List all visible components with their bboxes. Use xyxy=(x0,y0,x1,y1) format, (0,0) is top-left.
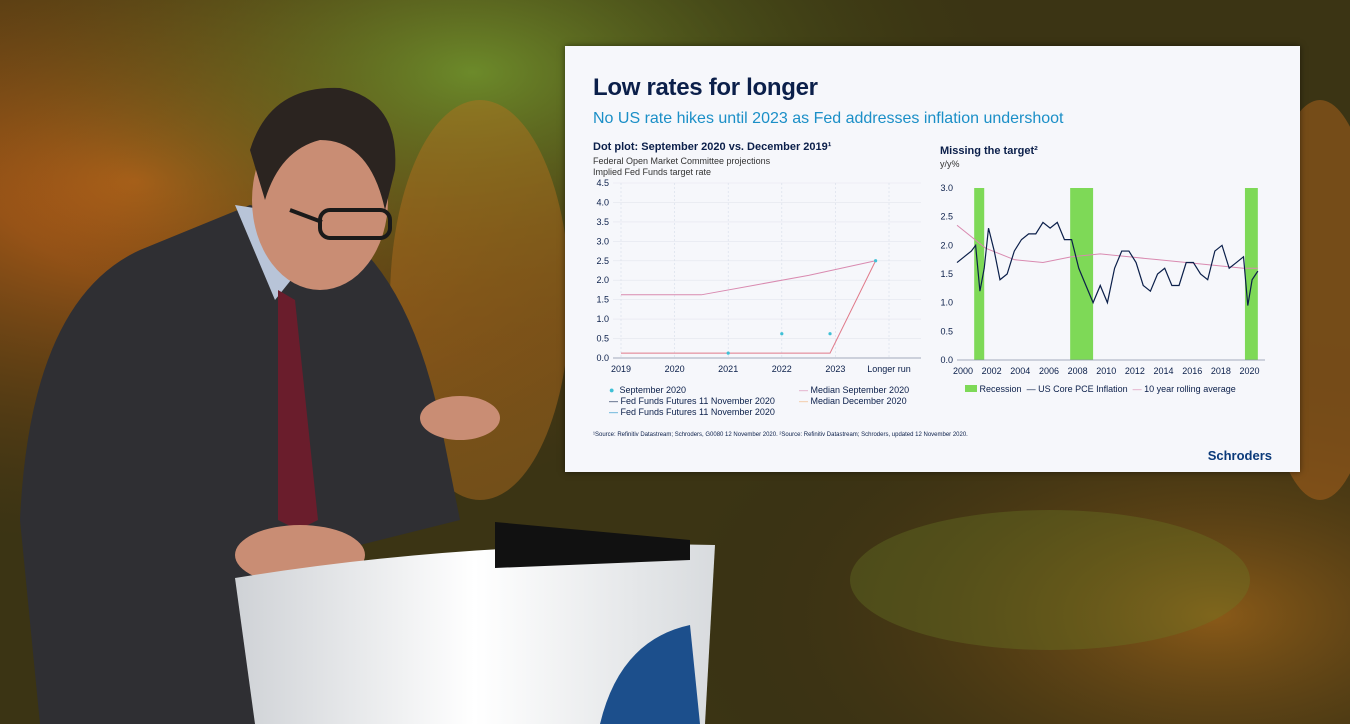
podium xyxy=(235,522,715,724)
legend-fed-funds-futures-1: Fed Funds Futures 11 November 2020 xyxy=(620,396,775,406)
slide-source-note: ¹Source: Refinitiv Datastream; Schroders… xyxy=(593,432,968,438)
dot-plot-x-tick: Longer run xyxy=(867,364,911,374)
dot-plot-title: Dot plot: September 2020 vs. December 20… xyxy=(593,141,832,153)
pce-chart-title: Missing the target² xyxy=(940,145,1038,157)
core-pce-line xyxy=(956,221,1259,306)
dot-plot-note-1: Federal Open Market Committee projection… xyxy=(593,156,771,166)
pce-x-tick: 2004 xyxy=(1010,366,1030,376)
dot-plot-y-tick: 0.5 xyxy=(596,334,609,344)
dot-plot-x-tick: 2022 xyxy=(772,364,792,374)
dot-plot-y-tick: 2.5 xyxy=(596,256,609,266)
dot-plot-y-tick: 1.5 xyxy=(596,295,609,305)
presentation-slide: Low rates for longer No US rate hikes un… xyxy=(565,46,1300,472)
legend-recession: Recession xyxy=(979,384,1022,394)
pce-x-tick: 2018 xyxy=(1211,366,1231,376)
dot-plot-note-2: Implied Fed Funds target rate xyxy=(593,167,712,177)
dot-plot-y-tick: 3.5 xyxy=(596,217,609,227)
dot-plot-x-tick: 2020 xyxy=(665,364,685,374)
slide-subtitle: No US rate hikes until 2023 as Fed addre… xyxy=(593,110,1064,127)
pce-y-tick: 0.5 xyxy=(940,326,953,336)
september-2020-dot xyxy=(780,332,784,336)
dot-plot-y-tick: 4.0 xyxy=(596,197,609,207)
dot-plot-legend-left: ● September 2020 — Fed Funds Futures 11 … xyxy=(609,385,775,417)
dot-plot-y-tick: 2.0 xyxy=(596,275,609,285)
pce-y-tick: 1.0 xyxy=(940,298,953,308)
dot-plot-chart: 0.0 0.5 1.0 1.5 2.0 2.5 3.0 3.5 4.0 4.5 2019 2020 20… xyxy=(596,178,921,374)
pce-x-tick: 2016 xyxy=(1182,366,1202,376)
pce-y-tick: 2.0 xyxy=(940,240,953,250)
dot-plot-y-tick: 1.0 xyxy=(596,314,609,324)
pce-x-tick: 2012 xyxy=(1125,366,1145,376)
legend-rolling-average: 10 year rolling average xyxy=(1144,384,1236,394)
pce-y-tick: 3.0 xyxy=(940,183,953,193)
dot-plot-legend-right: — Median September 2020 — Median Decembe… xyxy=(799,385,910,406)
median-dec-2019-line xyxy=(621,260,876,296)
pce-chart-ylabel: y/y% xyxy=(940,159,960,169)
legend-september-2020: September 2020 xyxy=(619,385,686,395)
presenter-figure xyxy=(20,87,500,724)
recession-band xyxy=(1244,188,1258,360)
pce-x-tick: 2002 xyxy=(982,366,1002,376)
legend-fed-funds-futures-2: Fed Funds Futures 11 November 2020 xyxy=(620,407,775,417)
slide-title: Low rates for longer xyxy=(593,74,818,101)
dot-plot-x-tick: 2021 xyxy=(718,364,738,374)
pce-x-tick: 2014 xyxy=(1154,366,1174,376)
dot-plot-x-tick: 2019 xyxy=(611,364,631,374)
dot-plot-y-tick: 0.0 xyxy=(596,353,609,363)
september-2020-dot xyxy=(726,351,730,355)
pce-y-tick: 1.5 xyxy=(940,269,953,279)
pce-x-tick: 2000 xyxy=(953,366,973,376)
legend-core-pce: US Core PCE Inflation xyxy=(1038,384,1128,394)
dot-plot-y-tick: 4.5 xyxy=(596,178,609,188)
median-sep-2020-line xyxy=(621,260,877,354)
schroders-logo: Schroders xyxy=(1207,448,1272,463)
pce-x-tick: 2008 xyxy=(1068,366,1088,376)
legend-median-dec-2019: Median December 2020 xyxy=(810,396,907,406)
pce-y-tick: 0.0 xyxy=(940,355,953,365)
pce-x-tick: 2010 xyxy=(1096,366,1116,376)
september-2020-dot xyxy=(874,259,878,263)
september-2020-dot xyxy=(828,332,832,336)
dot-plot-x-tick: 2023 xyxy=(825,364,845,374)
recession-band xyxy=(974,188,985,360)
legend-median-sep-2020: Median September 2020 xyxy=(810,385,910,395)
pce-x-tick: 2006 xyxy=(1039,366,1059,376)
dot-plot-y-tick: 3.0 xyxy=(596,236,609,246)
pce-legend: Recession — US Core PCE Inflation — 10 y… xyxy=(965,384,1236,395)
pce-y-tick: 2.5 xyxy=(940,212,953,222)
rolling-average-line xyxy=(956,224,1258,269)
pce-x-tick: 2020 xyxy=(1239,366,1259,376)
pce-inflation-chart: 0.0 0.5 1.0 1.5 2.0 2.5 3.0 2000 2002 2004 2006 200… xyxy=(940,183,1265,376)
